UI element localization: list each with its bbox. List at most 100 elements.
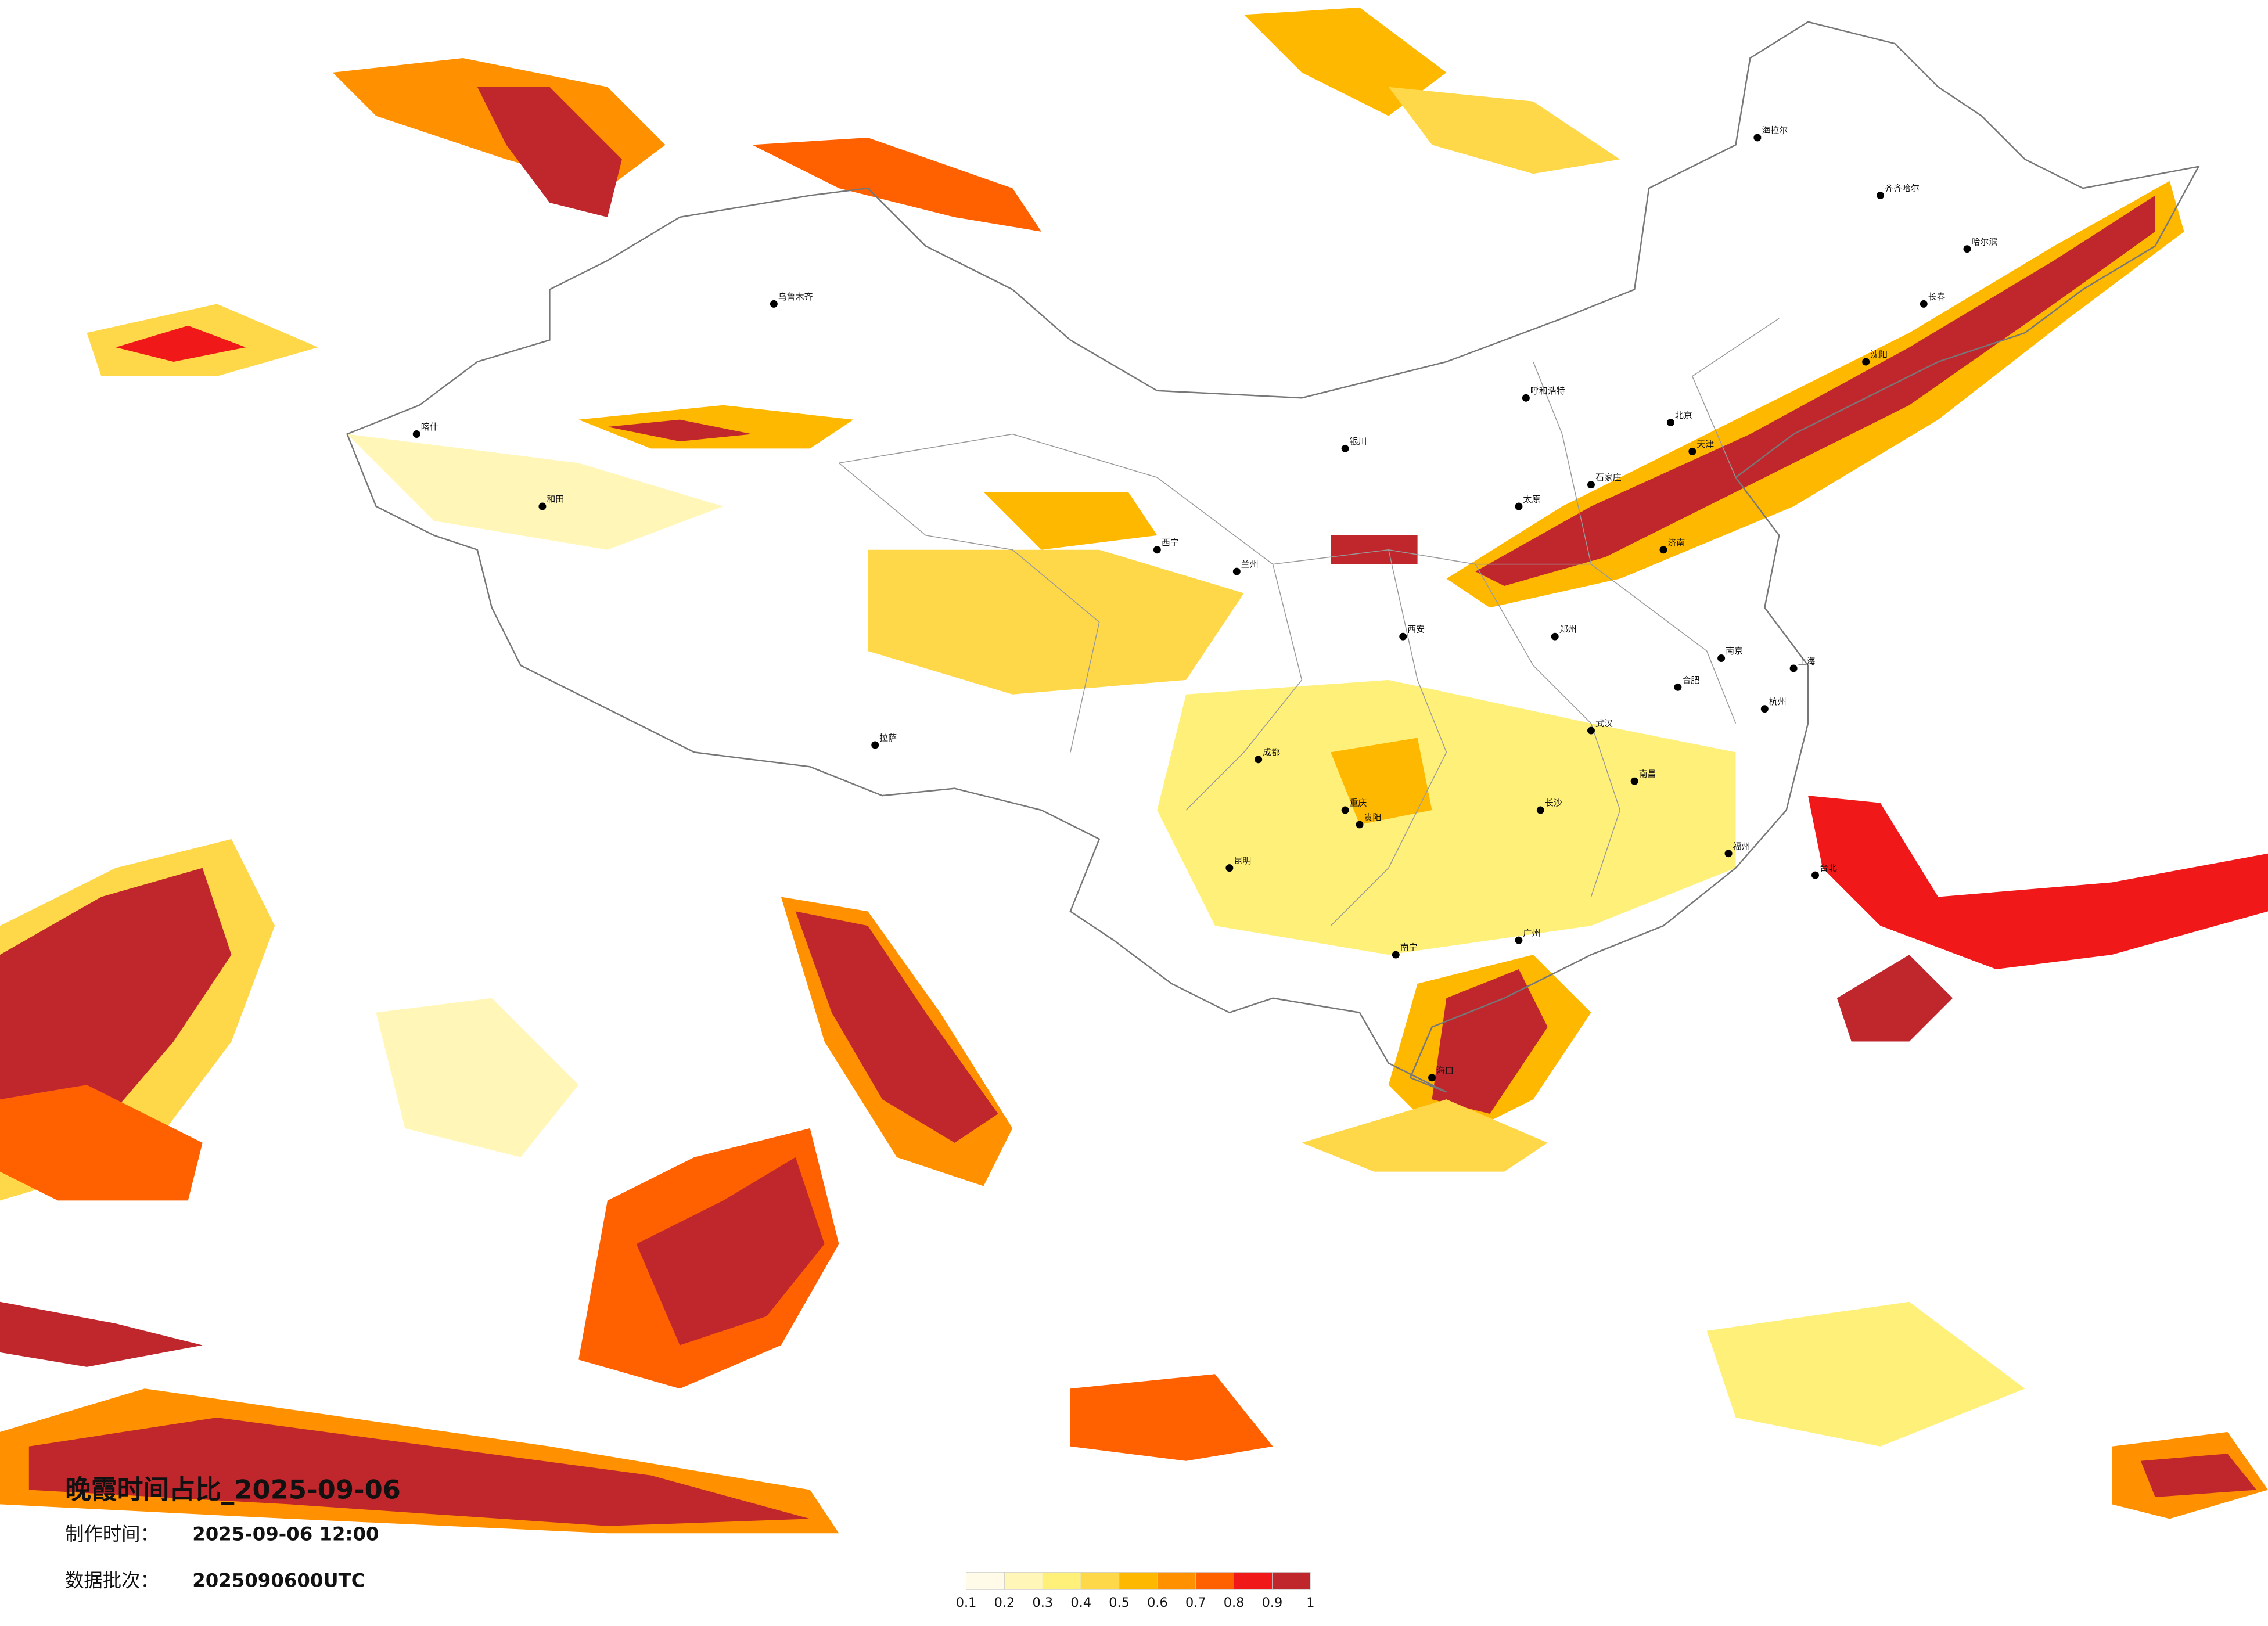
city-label: 武汉 bbox=[1595, 718, 1613, 729]
ratio-field bbox=[1836, 955, 1953, 1042]
ratio-field bbox=[1070, 1374, 1273, 1461]
city-dot bbox=[1877, 192, 1885, 200]
ratio-field bbox=[1706, 1301, 2025, 1447]
country-border bbox=[346, 21, 2200, 1093]
province-borders bbox=[838, 318, 1780, 926]
ratio-field bbox=[1432, 969, 1548, 1114]
ratio-field bbox=[752, 137, 1042, 232]
city-dot bbox=[412, 430, 420, 438]
ratio-field bbox=[28, 1418, 810, 1526]
city-dot bbox=[1515, 502, 1523, 510]
city-dot bbox=[1341, 806, 1349, 814]
colorbar-tick-label: 0.8 bbox=[1224, 1595, 1245, 1610]
city-label: 呼和浩特 bbox=[1530, 386, 1565, 396]
colorbar-tick-label: 0.7 bbox=[1185, 1595, 1206, 1610]
colorbar-cell bbox=[1004, 1572, 1043, 1590]
ratio-field bbox=[2140, 1454, 2257, 1497]
city-label: 南宁 bbox=[1400, 942, 1418, 953]
colorbar-cell bbox=[966, 1572, 1005, 1590]
ratio-field bbox=[1475, 195, 2155, 587]
city-label: 福州 bbox=[1733, 841, 1751, 851]
colorbar-tick-label: 0.6 bbox=[1147, 1595, 1168, 1610]
city-label: 西安 bbox=[1407, 624, 1425, 635]
precip-fields bbox=[0, 7, 2268, 1534]
city-dot bbox=[1522, 394, 1530, 402]
colorbar-tick-label: 1 bbox=[1306, 1595, 1314, 1610]
ratio-field bbox=[795, 911, 998, 1143]
colorbar-cell bbox=[1272, 1572, 1311, 1590]
city-dot bbox=[1659, 546, 1667, 554]
colorbar-tick-label: 0.4 bbox=[1070, 1595, 1091, 1610]
ratio-field bbox=[1388, 87, 1620, 174]
ratio-field bbox=[1331, 535, 1418, 564]
colorbar-cell bbox=[1119, 1572, 1158, 1590]
colorbar-cell bbox=[1234, 1572, 1273, 1590]
city-dot bbox=[770, 300, 778, 308]
city-dot bbox=[1760, 705, 1769, 713]
city-dot bbox=[1753, 134, 1762, 142]
city-dot bbox=[1232, 567, 1241, 575]
city-dot bbox=[1399, 632, 1407, 641]
city-label: 贵阳 bbox=[1364, 812, 1381, 822]
city-dot bbox=[1666, 419, 1674, 427]
city-label: 齐齐哈尔 bbox=[1885, 183, 1920, 193]
city-dot bbox=[1674, 683, 1682, 691]
city-dot bbox=[1225, 864, 1234, 872]
ratio-field bbox=[0, 868, 232, 1157]
city-dot bbox=[1811, 871, 1819, 879]
city-dot bbox=[1717, 654, 1726, 662]
city-label: 济南 bbox=[1667, 537, 1685, 548]
colorbar: 0.1 0.2 0.3 0.4 0.5 0.6 0.7 0.8 0.9 1 bbox=[956, 1572, 1314, 1610]
city-label: 乌鲁木齐 bbox=[778, 292, 813, 302]
made-time-value: 2025-09-06 12:00 bbox=[192, 1523, 379, 1545]
city-label: 昆明 bbox=[1234, 855, 1251, 866]
ratio-field bbox=[0, 1085, 203, 1201]
colorbar-tick-label: 0.9 bbox=[1262, 1595, 1283, 1610]
city-dot bbox=[1515, 936, 1523, 944]
city-dot bbox=[1688, 447, 1696, 455]
city-label: 拉萨 bbox=[879, 732, 897, 743]
city-label: 重庆 bbox=[1350, 798, 1367, 808]
city-label: 广州 bbox=[1523, 928, 1540, 938]
city-dot bbox=[1587, 726, 1595, 735]
city-label: 兰州 bbox=[1241, 559, 1259, 570]
colorbar-tick-label: 0.5 bbox=[1109, 1595, 1130, 1610]
city-label: 长春 bbox=[1928, 292, 1946, 302]
city-label: 南京 bbox=[1726, 646, 1743, 656]
city-label: 银川 bbox=[1350, 436, 1367, 447]
ratio-field bbox=[983, 492, 1158, 550]
city-label: 上海 bbox=[1798, 656, 1816, 666]
city-dot bbox=[1920, 300, 1928, 308]
ratio-field bbox=[376, 998, 579, 1157]
ratio-field bbox=[1331, 738, 1432, 825]
city-dot bbox=[1255, 756, 1263, 764]
batch-label: 数据批次： bbox=[65, 1569, 159, 1591]
city-label: 和田 bbox=[547, 494, 564, 505]
title: 晚霞时间占比_2025-09-06 bbox=[65, 1474, 401, 1505]
city-label: 喀什 bbox=[421, 422, 438, 432]
city-label: 太原 bbox=[1523, 494, 1540, 505]
batch-value: 2025090600UTC bbox=[192, 1569, 365, 1591]
city-label: 哈尔滨 bbox=[1971, 236, 1997, 247]
city-label: 长沙 bbox=[1545, 798, 1562, 808]
city-dot bbox=[1392, 951, 1400, 959]
city-dot bbox=[1963, 245, 1971, 253]
city-dot bbox=[1630, 777, 1638, 785]
city-dot bbox=[871, 741, 879, 749]
city-label: 天津 bbox=[1696, 439, 1714, 449]
ratio-field bbox=[0, 1301, 203, 1367]
city-label: 西宁 bbox=[1162, 537, 1179, 548]
ratio-field bbox=[116, 325, 246, 362]
colorbar-cell bbox=[1080, 1572, 1120, 1590]
colorbar-cell bbox=[1157, 1572, 1196, 1590]
ratio-field bbox=[347, 434, 724, 550]
city-dot bbox=[1341, 444, 1349, 452]
city-dot bbox=[1356, 821, 1364, 829]
city-dot bbox=[1789, 664, 1798, 672]
city-label: 北京 bbox=[1675, 410, 1692, 420]
city-dot bbox=[1551, 632, 1559, 641]
city-label: 杭州 bbox=[1769, 696, 1787, 707]
city-label: 海拉尔 bbox=[1762, 125, 1788, 135]
made-time-label: 制作时间： bbox=[65, 1523, 159, 1545]
